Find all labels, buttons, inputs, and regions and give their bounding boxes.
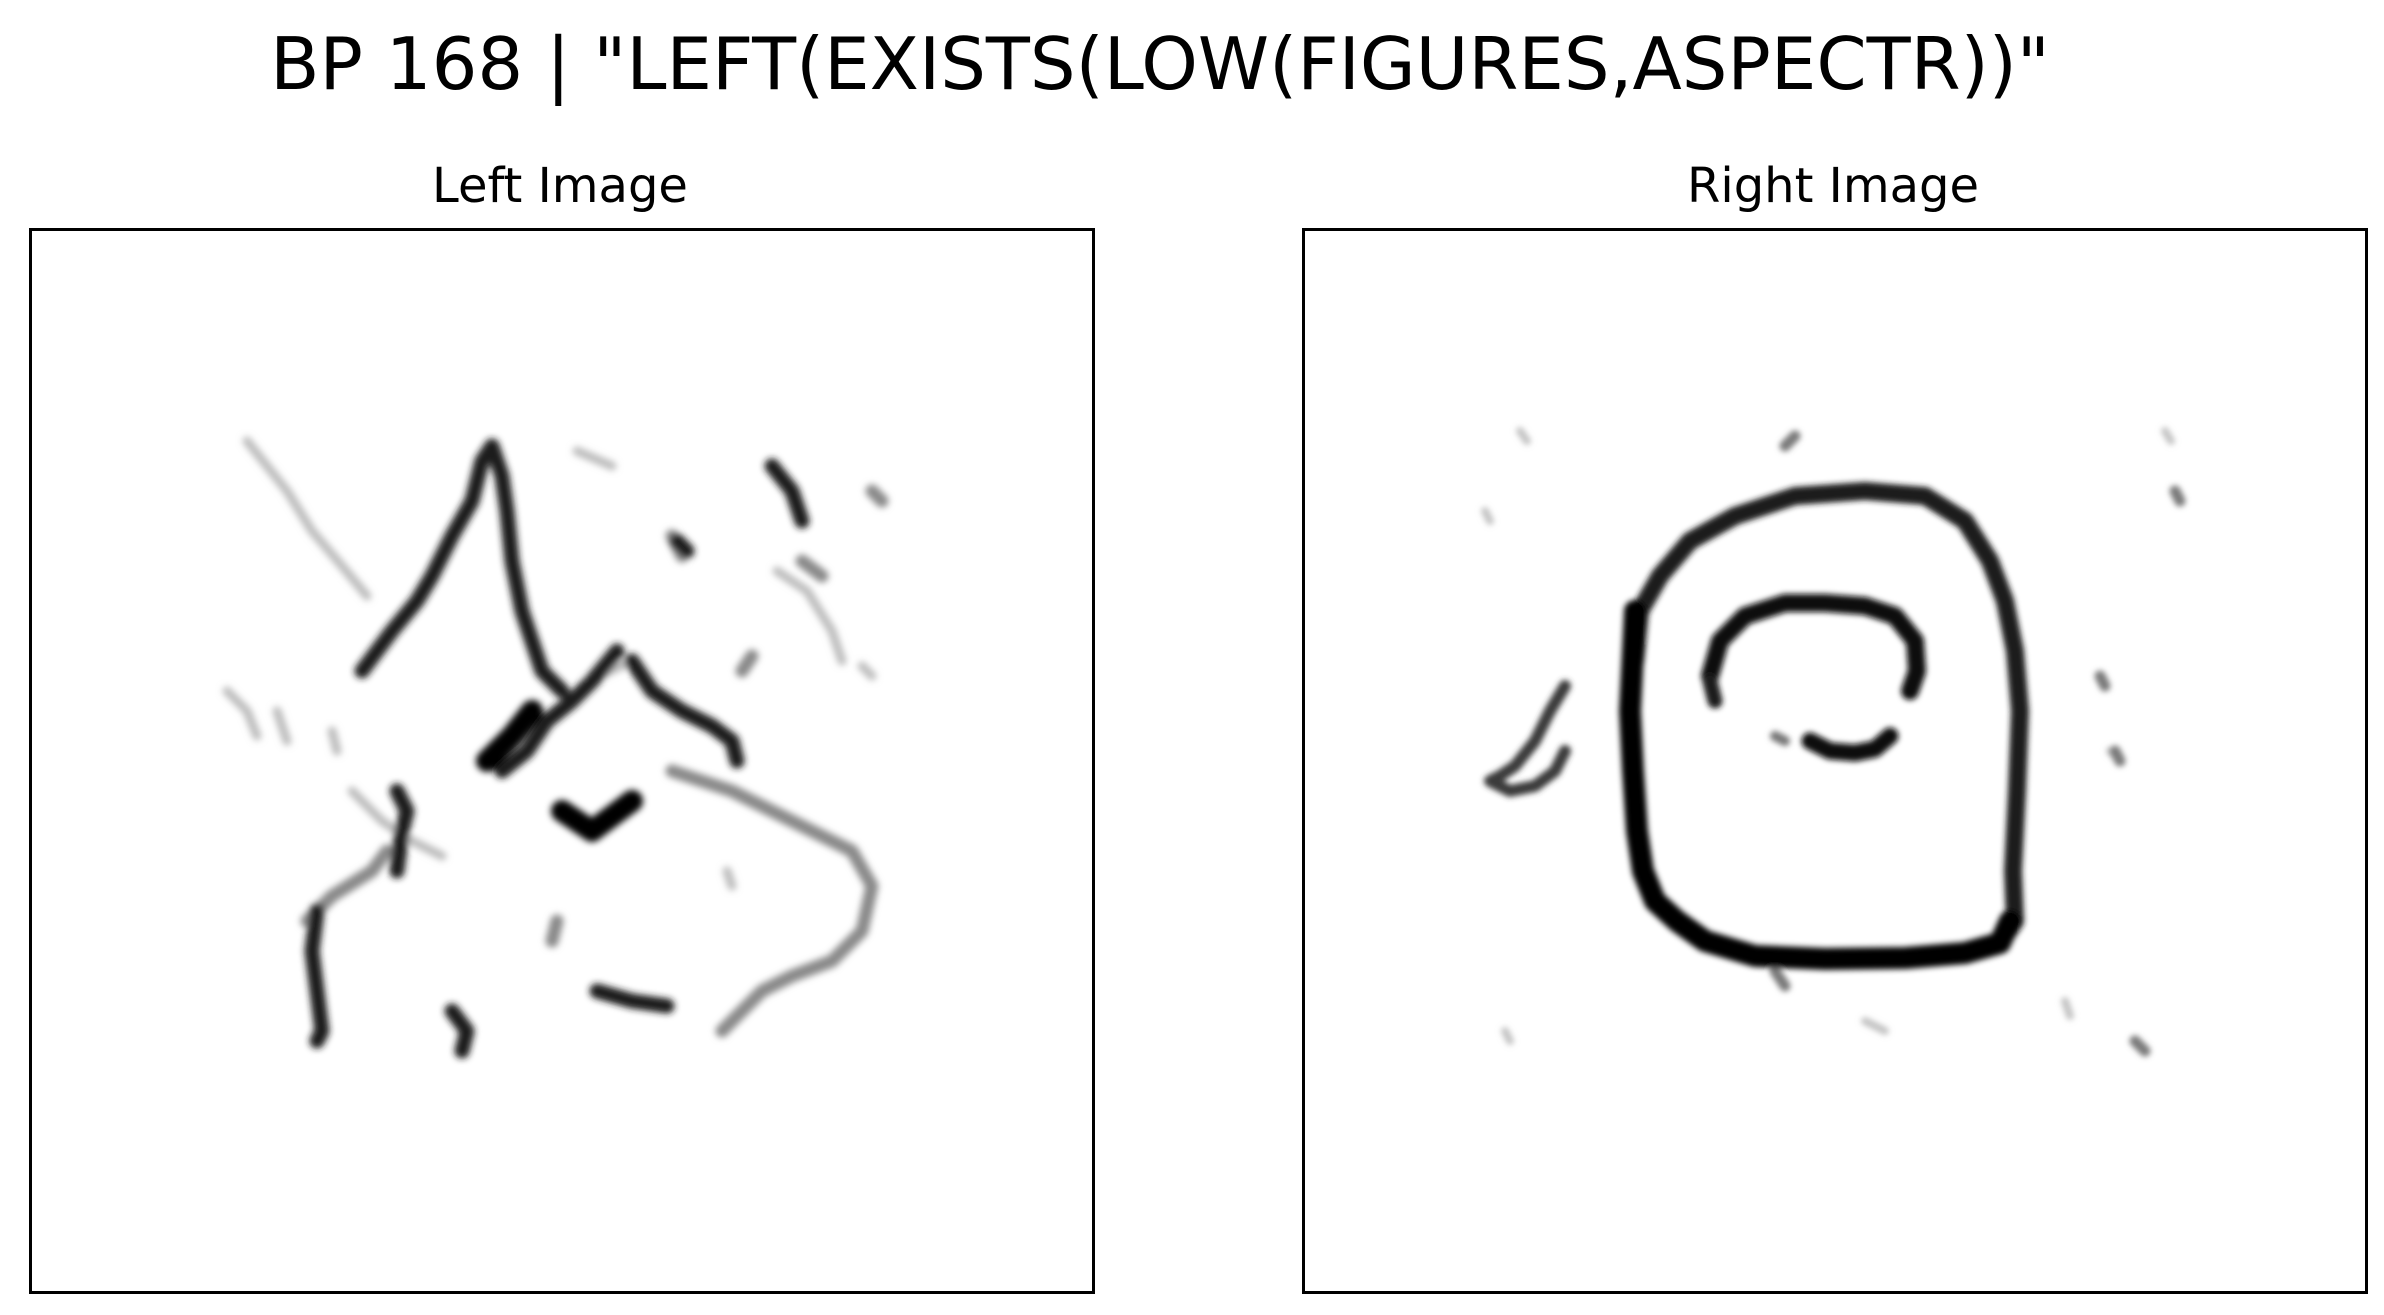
inner-small-arc-stroke xyxy=(1801,727,1899,762)
sketch-stroke xyxy=(304,903,330,1049)
sketch-speck xyxy=(2129,1035,2151,1057)
outer-shape-stroke xyxy=(1626,482,2029,945)
right-image-sketch xyxy=(1305,231,2365,1291)
sketch-stroke xyxy=(354,438,570,699)
sketch-stroke xyxy=(624,653,745,769)
left-image-sketch xyxy=(32,231,1092,1291)
sketch-stroke xyxy=(865,484,889,508)
sketch-stroke xyxy=(272,706,292,746)
sketch-blob xyxy=(551,790,643,842)
sketch-stroke xyxy=(494,643,625,779)
inner-dot xyxy=(1770,731,1790,746)
sketch-speck xyxy=(1769,965,1791,992)
inner-arc-stroke xyxy=(1702,673,1723,709)
sketch-stroke xyxy=(589,983,675,1014)
inner-arc-stroke xyxy=(1701,594,1926,700)
sketch-stroke xyxy=(669,533,695,559)
sketch-speck xyxy=(1861,1017,1889,1035)
sketch-speck xyxy=(2109,745,2126,767)
sketch-stroke xyxy=(795,554,829,583)
sketch-stroke xyxy=(857,661,877,681)
left-image-panel xyxy=(29,228,1095,1294)
sketch-stroke xyxy=(735,649,759,678)
sketch-speck xyxy=(1516,427,1531,445)
sketch-speck xyxy=(2169,485,2186,507)
left-image-title: Left Image xyxy=(432,158,688,214)
sketch-stroke xyxy=(242,436,372,601)
sketch-speck xyxy=(2061,997,2074,1020)
sketch-stroke xyxy=(545,914,564,948)
right-image-background xyxy=(1305,231,2365,1291)
sketch-stroke xyxy=(222,686,262,741)
sketch-speck xyxy=(1501,1027,1514,1045)
sketch-speck xyxy=(1481,507,1494,525)
sketch-stroke xyxy=(572,446,617,471)
squiggle-stroke xyxy=(1484,680,1571,797)
sketch-speck xyxy=(2161,427,2175,445)
sketch-stroke xyxy=(444,1003,475,1059)
sketch-blob xyxy=(476,700,543,772)
sketch-stroke xyxy=(772,566,847,666)
sketch-stroke xyxy=(665,764,879,1038)
sketch-stroke xyxy=(389,783,415,879)
sketch-stroke xyxy=(764,458,810,529)
sketch-stroke xyxy=(722,866,737,891)
left-image-background xyxy=(32,231,1092,1291)
sketch-stroke xyxy=(327,726,342,756)
outer-shape-stroke xyxy=(1619,600,2021,970)
right-image-title: Right Image xyxy=(1687,158,1979,214)
right-image-panel xyxy=(1302,228,2368,1294)
figure-title: BP 168 | "LEFT(EXISTS(LOW(FIGURES,ASPECT… xyxy=(270,22,2050,106)
sketch-speck xyxy=(1779,430,1801,452)
sketch-speck xyxy=(2094,670,2111,692)
